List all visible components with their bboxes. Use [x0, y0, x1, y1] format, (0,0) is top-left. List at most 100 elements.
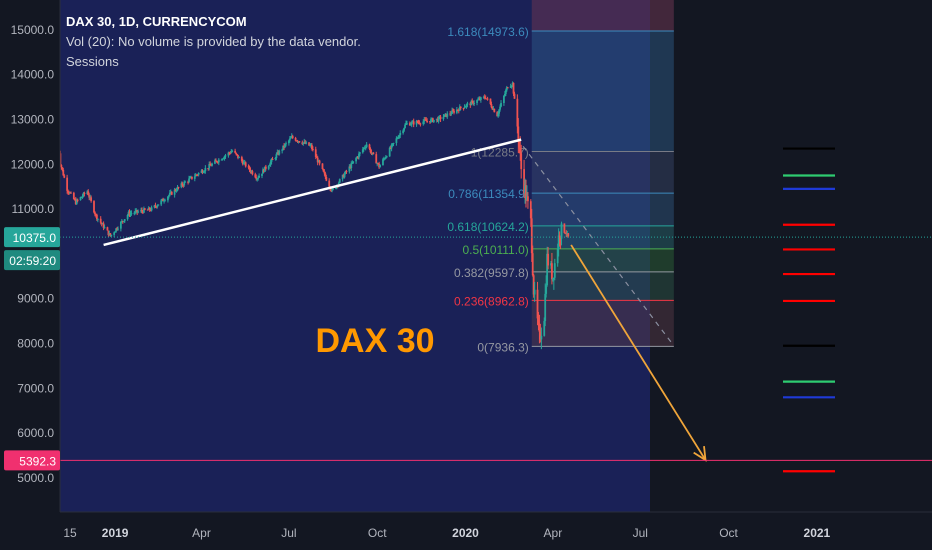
candle-body [553, 263, 556, 278]
current-price-tag-bg [4, 227, 60, 248]
candle-body [489, 98, 492, 105]
candle-body [120, 220, 123, 222]
candle-body [331, 189, 333, 191]
candle-body [390, 144, 393, 149]
fib-zone [531, 248, 674, 272]
candle-body [140, 210, 142, 212]
candle-body [552, 277, 555, 279]
candle-body [207, 168, 210, 170]
candle-body [297, 141, 300, 143]
candle-body [391, 143, 394, 145]
candle-body [80, 196, 83, 198]
candle-body [425, 119, 428, 122]
time-axis[interactable]: 15 2019 Apr Jul Oct 2020 Apr Jul Oct 2021 [63, 526, 830, 540]
candle-body [243, 162, 246, 164]
candle-body [107, 230, 110, 236]
candle-body [257, 177, 260, 179]
candle-body [530, 218, 533, 254]
dashed-projection-line[interactable] [522, 145, 675, 347]
candle-body [281, 149, 284, 151]
candle-body [443, 114, 446, 117]
candle-body [503, 93, 506, 96]
candle-body [287, 140, 290, 144]
candle-body [61, 167, 64, 170]
candle-body [143, 208, 145, 213]
candle-body [459, 106, 462, 109]
time-tick-label: 2019 [102, 526, 129, 540]
candle-body [254, 174, 257, 178]
symbol-title[interactable]: DAX 30, 1D, CURRENCYCOM [66, 14, 247, 29]
candle-body [263, 169, 265, 172]
candle-body [498, 109, 501, 114]
candle-body [256, 178, 259, 180]
candle-body [208, 164, 211, 169]
candle-body [322, 168, 325, 172]
candle-body [513, 93, 516, 99]
candle-body [295, 140, 298, 142]
price-axis[interactable]: 5000.0 6000.0 7000.0 8000.0 9000.0 11000.0 120… [11, 23, 55, 485]
candle-body [523, 169, 525, 194]
candle-body [485, 98, 488, 100]
fib-level-label: 1.618(14973.6) [447, 25, 528, 39]
candle-body [298, 141, 301, 143]
candle-body [113, 232, 116, 235]
arrow-line[interactable] [570, 244, 707, 461]
candle-body [546, 253, 549, 286]
candle-body [182, 185, 185, 187]
candle-body [337, 182, 340, 186]
candle-body [364, 147, 367, 149]
candle-body [563, 223, 566, 233]
candle-body [395, 138, 398, 143]
price-tick-label: 11000.0 [12, 202, 55, 216]
candle-body [403, 128, 405, 131]
candle-body [419, 123, 422, 125]
candle-body [424, 119, 427, 121]
candle-body [411, 121, 414, 123]
candle-body [538, 323, 541, 332]
candle-body [396, 138, 399, 140]
candle-body [190, 176, 192, 178]
trendline[interactable] [103, 138, 522, 247]
dax-annotation: DAX 30 [315, 322, 434, 360]
candle-body [72, 192, 75, 200]
fibonacci-retracement[interactable]: 1.618(14973.6)1(12285.7)0.786(11354.9)0.… [447, 0, 674, 354]
target-price-tag-bg [4, 450, 60, 471]
candle-body [529, 201, 532, 219]
candle-body [470, 101, 473, 106]
candle-body [359, 152, 361, 154]
candle-body [371, 152, 374, 154]
candle-body [294, 137, 297, 141]
candle-body [223, 156, 226, 159]
candle-body [189, 177, 191, 179]
candle-body [431, 118, 434, 122]
candle-body [196, 174, 199, 176]
target-price-tag: 5392.3 [19, 454, 56, 468]
candle-body [350, 163, 353, 169]
candle-body [167, 195, 170, 197]
candle-body [157, 204, 160, 206]
price-tick-label: 6000.0 [17, 426, 54, 440]
candle-body [130, 213, 133, 215]
candle-body [539, 331, 542, 340]
candle-body [220, 159, 223, 161]
candle-body [251, 171, 254, 175]
candle-body [101, 223, 104, 225]
candle-body [473, 102, 476, 104]
candle-body [351, 162, 354, 164]
candle-body [227, 152, 230, 156]
candle-body [156, 205, 159, 208]
candle-body [449, 113, 452, 115]
fib-zone [531, 30, 674, 152]
candle-body [409, 124, 412, 126]
candle-body [242, 162, 245, 165]
candle-body [276, 152, 279, 155]
sessions-indicator[interactable]: Sessions [66, 54, 119, 69]
candle-body [517, 126, 520, 143]
candle-body [211, 163, 213, 166]
candle-body [402, 130, 405, 133]
volume-indicator[interactable]: Vol (20): No volume is provided by the d… [66, 34, 361, 49]
drawings[interactable] [60, 138, 932, 462]
candle-body [463, 107, 466, 109]
candle-body [324, 173, 327, 178]
